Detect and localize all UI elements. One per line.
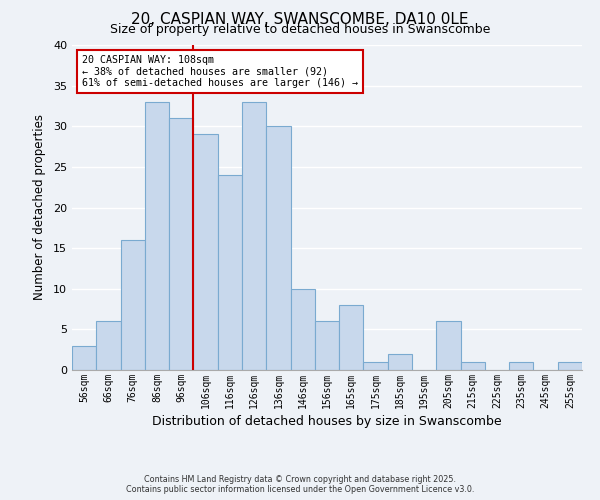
Text: 20, CASPIAN WAY, SWANSCOMBE, DA10 0LE: 20, CASPIAN WAY, SWANSCOMBE, DA10 0LE	[131, 12, 469, 28]
Bar	[96, 322, 121, 370]
Bar	[315, 322, 339, 370]
Bar	[121, 240, 145, 370]
Bar	[364, 362, 388, 370]
Bar	[193, 134, 218, 370]
Bar	[266, 126, 290, 370]
Bar	[290, 289, 315, 370]
Text: Size of property relative to detached houses in Swanscombe: Size of property relative to detached ho…	[110, 22, 490, 36]
Bar	[72, 346, 96, 370]
Bar	[169, 118, 193, 370]
Text: 20 CASPIAN WAY: 108sqm
← 38% of detached houses are smaller (92)
61% of semi-det: 20 CASPIAN WAY: 108sqm ← 38% of detached…	[82, 54, 358, 88]
Bar	[242, 102, 266, 370]
Bar	[145, 102, 169, 370]
Bar	[218, 175, 242, 370]
Bar	[388, 354, 412, 370]
Bar	[436, 322, 461, 370]
Y-axis label: Number of detached properties: Number of detached properties	[33, 114, 46, 300]
Bar	[558, 362, 582, 370]
Text: Contains HM Land Registry data © Crown copyright and database right 2025.
Contai: Contains HM Land Registry data © Crown c…	[126, 474, 474, 494]
Bar	[339, 305, 364, 370]
Bar	[461, 362, 485, 370]
Bar	[509, 362, 533, 370]
X-axis label: Distribution of detached houses by size in Swanscombe: Distribution of detached houses by size …	[152, 415, 502, 428]
